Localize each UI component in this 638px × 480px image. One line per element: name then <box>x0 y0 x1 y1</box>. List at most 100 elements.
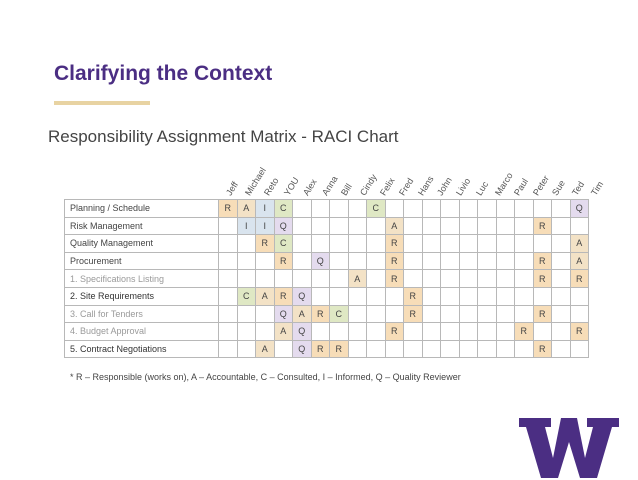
raci-cell <box>310 199 330 218</box>
table-row: 2. Site Requirements C A R Q R <box>64 286 589 306</box>
raci-cell: I <box>255 199 275 218</box>
raci-cell <box>347 199 367 218</box>
legend: * R – Responsible (works on), A – Accoun… <box>70 372 461 382</box>
raci-cell <box>458 304 478 324</box>
raci-cell <box>310 216 330 236</box>
raci-cell: R <box>532 304 552 324</box>
table-row: Risk Management I I Q A R <box>64 216 589 236</box>
column-header: Anna <box>320 174 340 198</box>
raci-cell <box>384 304 404 324</box>
raci-cell <box>403 234 423 253</box>
raci-cell <box>403 216 423 236</box>
raci-cell: A <box>569 234 589 253</box>
raci-cell: R <box>273 251 293 271</box>
raci-cell <box>421 199 441 218</box>
raci-cell: A <box>236 199 256 218</box>
raci-cell <box>218 251 238 271</box>
raci-cell <box>347 286 367 306</box>
raci-cell <box>366 234 386 253</box>
raci-cell <box>421 216 441 236</box>
raci-cell <box>218 269 238 288</box>
column-header: Reto <box>262 175 281 198</box>
column-header: Marco <box>492 170 515 198</box>
raci-cell <box>514 216 534 236</box>
raci-cell: R <box>384 269 404 288</box>
raci-cell <box>551 304 571 324</box>
raci-cell: Q <box>292 286 312 306</box>
raci-cell <box>273 269 293 288</box>
raci-cell <box>477 304 497 324</box>
raci-cell: R <box>569 322 589 341</box>
raci-cell: I <box>255 216 275 236</box>
raci-cell: Q <box>569 199 589 218</box>
raci-cell <box>514 286 534 306</box>
raci-cell <box>310 269 330 288</box>
raci-cell: R <box>403 304 423 324</box>
raci-cell: R <box>569 269 589 288</box>
raci-cell <box>347 304 367 324</box>
column-header: YOU <box>281 175 301 198</box>
raci-cell <box>366 216 386 236</box>
raci-cell <box>458 339 478 359</box>
table-row: 5. Contract Negotiations A Q R R R <box>64 339 589 359</box>
raci-cell <box>514 199 534 218</box>
raci-table: Planning / Schedule R A I C C Q Risk Management… <box>64 199 589 359</box>
raci-cell: C <box>273 234 293 253</box>
table-row: 1. Specifications Listing A R R R <box>64 269 589 288</box>
raci-cell <box>514 269 534 288</box>
raci-cell: A <box>273 322 293 341</box>
raci-cell <box>366 322 386 341</box>
raci-cell <box>403 322 423 341</box>
raci-cell <box>458 251 478 271</box>
raci-cell <box>236 269 256 288</box>
raci-cell <box>403 251 423 271</box>
raci-cell <box>569 304 589 324</box>
raci-cell <box>329 269 349 288</box>
raci-cell <box>551 269 571 288</box>
raci-cell <box>329 251 349 271</box>
raci-cell <box>236 304 256 324</box>
raci-cell <box>292 199 312 218</box>
raci-cell <box>458 199 478 218</box>
raci-cell: Q <box>310 251 330 271</box>
raci-cell <box>551 322 571 341</box>
raci-cell: R <box>310 339 330 359</box>
task-label: Risk Management <box>64 216 219 236</box>
raci-cell <box>421 339 441 359</box>
column-header: John <box>435 175 455 198</box>
task-label: 5. Contract Negotiations <box>64 339 219 359</box>
raci-cell <box>477 234 497 253</box>
raci-cell <box>366 286 386 306</box>
raci-cell <box>329 234 349 253</box>
raci-cell <box>440 269 460 288</box>
raci-cell <box>551 286 571 306</box>
raci-cell: R <box>532 251 552 271</box>
raci-cell <box>421 322 441 341</box>
raci-cell <box>551 251 571 271</box>
task-label: Procurement <box>64 251 219 271</box>
raci-cell <box>514 251 534 271</box>
column-header: Felix <box>377 175 397 198</box>
raci-cell <box>218 216 238 236</box>
raci-cell <box>292 251 312 271</box>
raci-cell <box>366 251 386 271</box>
raci-cell <box>403 339 423 359</box>
raci-cell <box>495 269 515 288</box>
raci-cell: A <box>347 269 367 288</box>
raci-cell <box>514 339 534 359</box>
uw-w-logo-icon <box>519 418 619 478</box>
raci-cell <box>569 286 589 306</box>
raci-cell: R <box>384 251 404 271</box>
raci-cell <box>551 339 571 359</box>
raci-cell <box>384 339 404 359</box>
raci-cell <box>440 339 460 359</box>
column-header: Livio <box>454 176 473 198</box>
raci-cell <box>551 234 571 253</box>
column-header: Alex <box>300 177 319 198</box>
raci-cell <box>477 251 497 271</box>
raci-cell <box>347 322 367 341</box>
matrix-title: Responsibility Assignment Matrix - RACI … <box>48 127 399 146</box>
raci-cell <box>218 322 238 341</box>
raci-cell <box>458 322 478 341</box>
raci-cell: A <box>384 216 404 236</box>
